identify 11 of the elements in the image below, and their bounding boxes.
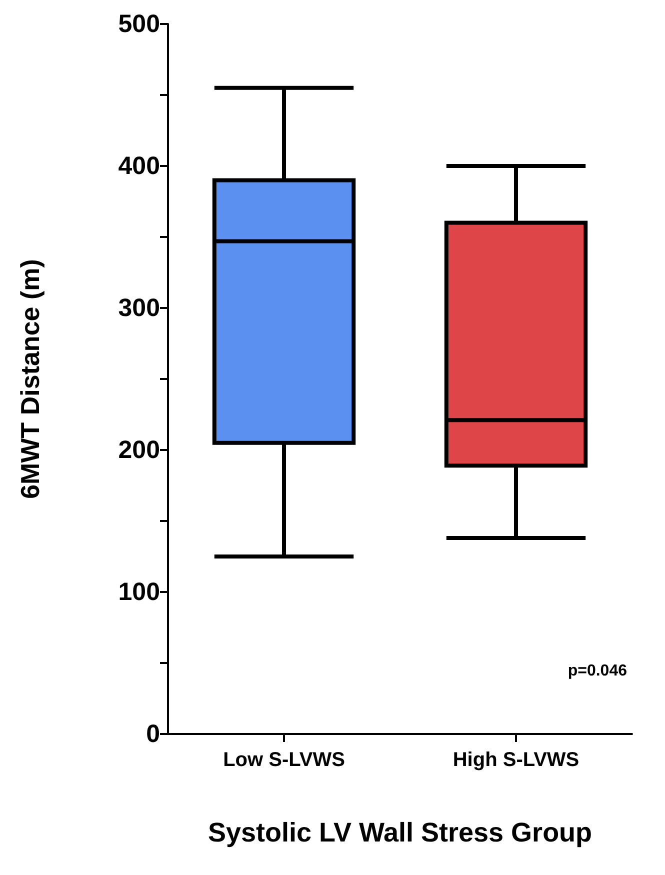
- x-axis-title: Systolic LV Wall Stress Group: [208, 818, 592, 848]
- y-tick-label: 300: [118, 294, 160, 322]
- y-tick-label: 0: [146, 720, 160, 748]
- y-axis-title: 6MWT Distance (m): [15, 259, 45, 499]
- y-tick-label: 400: [118, 152, 160, 180]
- y-tick-label: 200: [118, 436, 160, 464]
- x-tick-label: Low S-LVWS: [223, 749, 345, 771]
- y-tick-label: 500: [118, 10, 160, 38]
- annotation: p=0.046: [568, 662, 628, 680]
- x-tick-label: High S-LVWS: [452, 749, 580, 771]
- y-tick-label: 100: [118, 578, 160, 606]
